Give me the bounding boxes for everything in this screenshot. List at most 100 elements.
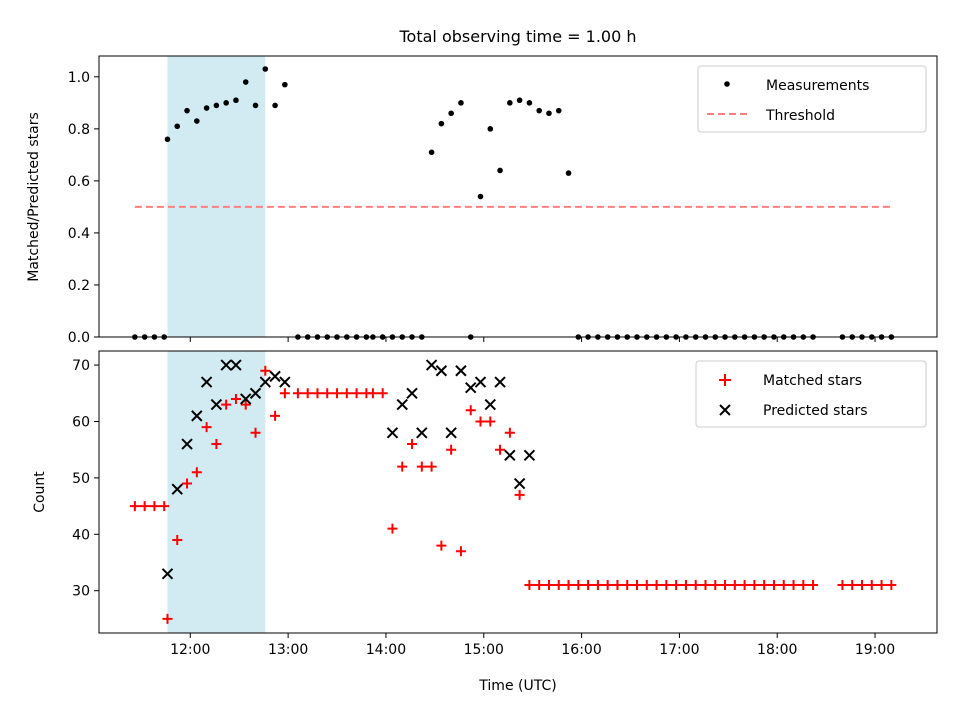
measurement-point: [194, 118, 200, 124]
predicted-star-point: [474, 376, 487, 388]
matched-star-point: [661, 580, 672, 591]
matched-star-point: [139, 501, 150, 512]
matched-star-point: [270, 410, 281, 421]
measurement-point: [174, 123, 181, 130]
measurement-point: [497, 167, 503, 174]
matched-star-point: [671, 580, 682, 591]
predicted-star-point: [484, 398, 496, 411]
matched-star-point: [455, 546, 466, 557]
matched-star-point: [172, 534, 183, 545]
legend-marker-predicted: [719, 404, 731, 416]
matched-star-point: [798, 580, 809, 591]
measurement-point: [252, 102, 259, 109]
top-plot-frame: [98, 55, 938, 338]
x-tick-label: 14:00: [366, 642, 406, 658]
x-tick-label: 12:00: [170, 642, 210, 658]
predicted-star-point: [396, 398, 408, 411]
matched-star-point: [377, 388, 388, 399]
predicted-star-point: [279, 376, 291, 388]
matched-star-point: [240, 399, 251, 410]
matched-star-point: [397, 461, 408, 472]
matched-star-point: [182, 478, 193, 489]
matched-star-point: [351, 388, 362, 399]
matched-star-point: [866, 580, 877, 591]
predicted-star-point: [416, 427, 428, 439]
matched-star-point: [847, 580, 858, 591]
matched-star-point: [407, 439, 418, 450]
matched-star-point: [332, 388, 343, 399]
matched-star-point: [436, 540, 447, 551]
matched-star-point: [302, 388, 313, 399]
x-tick-label: 18:00: [757, 642, 797, 658]
matched-star-point: [749, 580, 760, 591]
measurement-point: [458, 100, 464, 106]
measurement-point: [242, 79, 249, 85]
matched-star-point: [387, 523, 398, 534]
legend-label-threshold: Threshold: [765, 108, 835, 124]
bottom-legend: Matched stars Predicted stars: [695, 360, 927, 428]
matched-star-point: [162, 613, 173, 624]
matched-star-point: [759, 580, 770, 591]
predicted-star-point: [161, 568, 174, 580]
predicted-star-point: [513, 477, 526, 490]
measurement-point: [262, 66, 269, 72]
matched-star-point: [534, 580, 545, 591]
matched-star-point: [553, 580, 564, 591]
matched-star-point: [159, 501, 170, 512]
predicted-star-point: [269, 370, 281, 383]
matched-star-point: [680, 580, 691, 591]
y-tick-label: 50: [72, 471, 90, 487]
matched-star-point: [201, 422, 212, 433]
matched-star-point: [211, 439, 222, 450]
matched-star-point: [857, 580, 868, 591]
predicted-star-point: [435, 365, 448, 377]
measurement-point: [184, 107, 190, 114]
matched-star-point: [514, 489, 525, 500]
predicted-star-point: [181, 438, 193, 450]
bottom-legend-box: [695, 360, 927, 428]
legend-label-matched: Matched stars: [763, 373, 862, 389]
y-tick-label: 0.2: [68, 278, 90, 294]
predicted-star-point: [200, 376, 213, 388]
y-tick-label: 0.4: [68, 226, 90, 242]
predicted-star-point: [230, 359, 242, 371]
measurement-point: [272, 102, 278, 109]
predicted-star-point: [220, 359, 232, 371]
matched-star-point: [651, 580, 662, 591]
measurement-point: [428, 149, 435, 156]
matched-star-point: [602, 580, 613, 591]
predicted-star-point: [406, 387, 418, 400]
matched-star-point: [465, 405, 476, 416]
matched-star-point: [563, 580, 574, 591]
matched-star-point: [876, 580, 887, 591]
matched-star-point: [632, 580, 643, 591]
matched-star-point: [583, 580, 594, 591]
matched-star-point: [641, 580, 652, 591]
legend-label-measurements: Measurements: [766, 78, 869, 94]
matched-star-point: [341, 388, 352, 399]
predicted-star-point: [240, 393, 252, 405]
legend-label-predicted: Predicted stars: [763, 403, 868, 419]
matched-star-point: [367, 388, 378, 399]
matched-star-point: [279, 388, 290, 399]
y-tick-label: 0.6: [68, 174, 90, 190]
bottom-ticks: 12:00 13:00 14:00 15:00 16:00 17:00 18:00 19:00…: [72, 358, 895, 658]
top-highlight-span: [167, 56, 266, 337]
matched-star-point: [808, 580, 819, 591]
predicted-star-point: [171, 483, 183, 495]
measurement-point: [526, 100, 533, 106]
y-tick-label: 70: [72, 358, 90, 374]
predicted-star-point: [504, 449, 516, 462]
measurement-point: [487, 126, 494, 132]
legend-marker-measurements: [724, 81, 730, 87]
matched-star-point: [416, 461, 427, 472]
matched-star-point: [710, 580, 721, 591]
top-legend: Measurements Threshold: [697, 65, 927, 133]
y-tick-label: 60: [72, 415, 90, 431]
predicted-star-point: [259, 376, 272, 388]
y-tick-label: 1.0: [68, 70, 90, 86]
matched-star-point: [837, 580, 848, 591]
bottom-highlight-span: [167, 351, 266, 633]
measurement-point: [555, 107, 562, 114]
matched-star-point: [622, 580, 633, 591]
